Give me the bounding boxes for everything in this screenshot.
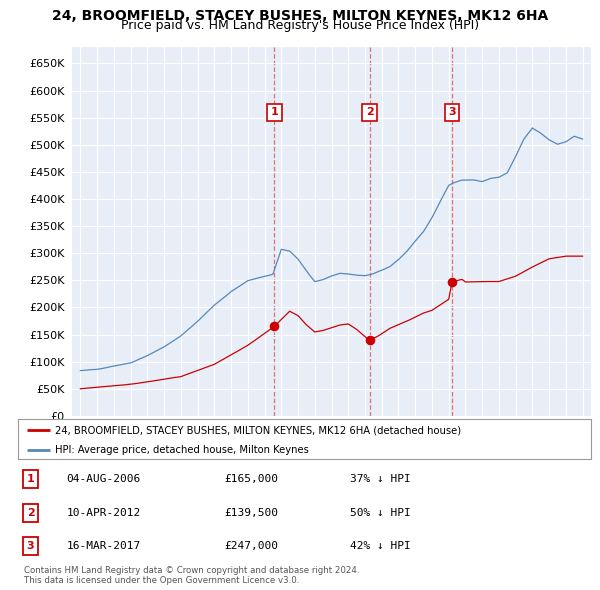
Text: 3: 3 (27, 541, 34, 551)
Point (365, 336, 374, 345)
Text: 04-AUG-2006: 04-AUG-2006 (67, 474, 141, 484)
Text: HPI: Average price, detached house, Milton Keynes: HPI: Average price, detached house, Milt… (55, 445, 309, 455)
Point (269, 322, 279, 331)
Text: 2: 2 (365, 107, 373, 117)
Text: 37% ↓ HPI: 37% ↓ HPI (350, 474, 411, 484)
Text: Price paid vs. HM Land Registry's House Price Index (HPI): Price paid vs. HM Land Registry's House … (121, 19, 479, 32)
Text: 10-APR-2012: 10-APR-2012 (67, 508, 141, 517)
Text: 50% ↓ HPI: 50% ↓ HPI (350, 508, 411, 517)
Text: 42% ↓ HPI: 42% ↓ HPI (350, 541, 411, 551)
Text: £139,500: £139,500 (224, 508, 278, 517)
Text: Contains HM Land Registry data © Crown copyright and database right 2024.: Contains HM Land Registry data © Crown c… (24, 566, 359, 575)
Text: 16-MAR-2017: 16-MAR-2017 (67, 541, 141, 551)
Text: 1: 1 (27, 474, 34, 484)
Text: £247,000: £247,000 (224, 541, 278, 551)
Text: £165,000: £165,000 (224, 474, 278, 484)
Text: 3: 3 (448, 107, 456, 117)
Text: 2: 2 (27, 508, 34, 517)
Text: 1: 1 (271, 107, 278, 117)
Text: 24, BROOMFIELD, STACEY BUSHES, MILTON KEYNES, MK12 6HA: 24, BROOMFIELD, STACEY BUSHES, MILTON KE… (52, 9, 548, 23)
Text: 24, BROOMFIELD, STACEY BUSHES, MILTON KEYNES, MK12 6HA (detached house): 24, BROOMFIELD, STACEY BUSHES, MILTON KE… (55, 425, 461, 435)
Text: This data is licensed under the Open Government Licence v3.0.: This data is licensed under the Open Gov… (24, 576, 299, 585)
Point (447, 277, 457, 287)
